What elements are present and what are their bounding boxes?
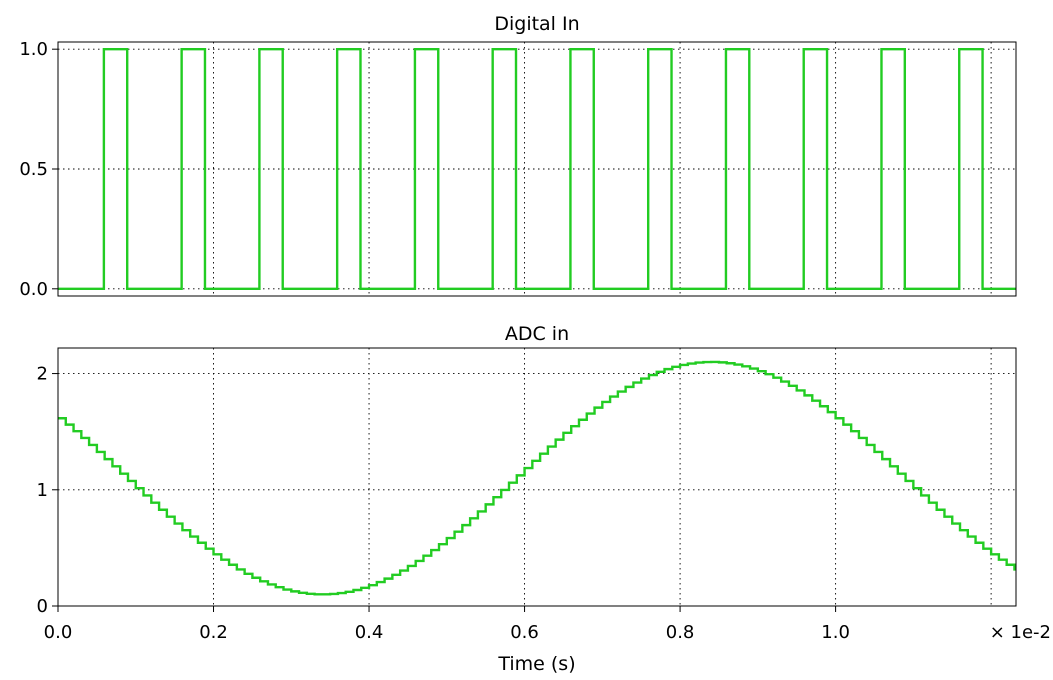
adc-in-grid bbox=[58, 348, 1016, 606]
x-tick-label: 1.0 bbox=[821, 622, 850, 643]
y-tick-label: 0.5 bbox=[19, 159, 48, 180]
x-scale-label: × 1e-2 bbox=[990, 622, 1051, 643]
adc-in-trace bbox=[58, 360, 1016, 596]
digital-in-grid bbox=[58, 42, 1016, 296]
y-tick-label: 0 bbox=[37, 596, 48, 617]
x-tick-label: 0.0 bbox=[44, 622, 73, 643]
digital-in-frame bbox=[57, 41, 1017, 297]
x-axis-label: Time (s) bbox=[497, 653, 575, 675]
x-tick-label: 0.4 bbox=[355, 622, 384, 643]
adc-in-frame bbox=[57, 347, 1017, 607]
adc-in-x-ticks: 0.0 0.2 0.4 0.6 0.8 1.0 bbox=[44, 606, 850, 643]
adc-in-y-ticks: 0 1 2 bbox=[37, 364, 58, 617]
y-tick-label: 0.0 bbox=[19, 279, 48, 300]
digital-in-panel: Digital In 0.0 0.5 1.0 bbox=[19, 13, 1017, 300]
digital-in-y-ticks: 0.0 0.5 1.0 bbox=[19, 39, 58, 300]
digital-in-trace bbox=[58, 47, 1016, 291]
x-tick-label: 0.2 bbox=[199, 622, 228, 643]
x-tick-label: 0.6 bbox=[510, 622, 539, 643]
y-tick-label: 2 bbox=[37, 364, 48, 385]
y-tick-label: 1 bbox=[37, 480, 48, 501]
y-tick-label: 1.0 bbox=[19, 39, 48, 60]
x-tick-label: 0.8 bbox=[666, 622, 695, 643]
adc-in-panel: ADC in 0 1 2 0.0 0.2 0.4 0.6 0.8 1.0 × 1e-2 Tim… bbox=[37, 323, 1051, 675]
adc-in-title: ADC in bbox=[505, 323, 569, 345]
digital-in-title: Digital In bbox=[494, 13, 579, 35]
